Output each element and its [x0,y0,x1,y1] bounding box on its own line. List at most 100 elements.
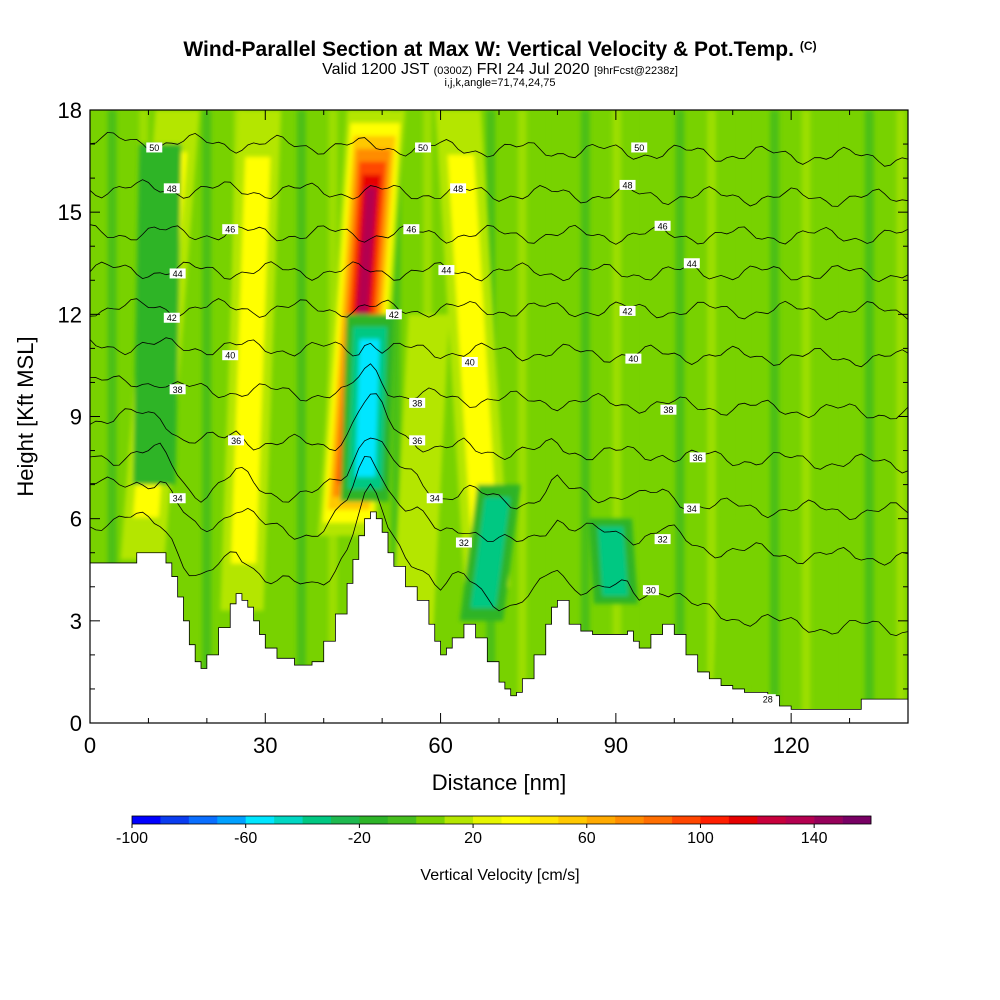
colorbar-swatch [387,816,417,824]
background-band [770,110,780,723]
background-band [580,110,590,723]
contour-label: 38 [412,398,422,408]
colorbar-label: Vertical Velocity [cm/s] [420,867,579,884]
contour-label-bg [222,224,239,235]
contour-label-bg [169,268,186,279]
valid-time-jst: Valid 1200 JST [322,61,430,78]
contour-label-bg [654,534,671,545]
background-band [391,110,401,723]
colorbar-swatch [302,816,332,824]
contour-label-bg [169,493,186,504]
contour-label-bg [385,309,402,320]
colorbar-swatch [672,816,701,824]
contour-label: 32 [658,535,668,545]
x-tick-label: 0 [84,733,96,758]
colorbar-swatch [615,816,644,824]
contour-label-bg [631,142,648,153]
contour-label-bg [438,265,455,276]
background-band [612,110,622,723]
contour-label: 46 [406,225,416,235]
contour-labels: 50 48 46 44 42 40 38 36 34 50 48 46 44 42 40 38 36 34 32 50… [146,142,776,705]
isentrope-line [90,363,908,420]
valid-date: FRI 24 Jul 2020 [476,61,590,78]
x-tick-label: 120 [773,733,810,758]
y-tick-label: 15 [58,200,82,225]
isentrope-line [90,455,908,566]
colorbar-swatch [586,816,616,824]
isentrope-line [90,131,908,167]
background-band [296,110,306,723]
x-axis-label: Distance [nm] [432,770,567,795]
colorbar-swatch [245,816,275,824]
y-tick-label: 6 [70,507,82,532]
contour-label: 40 [225,351,235,361]
updraft-band [447,154,498,543]
downdraft-band [470,497,510,609]
contour-label: 32 [459,538,469,548]
colorbar-swatch [785,816,815,824]
background-band [738,110,748,723]
isentropes [90,131,908,637]
contour-label-bg [450,183,467,194]
contour-label: 44 [173,269,183,279]
colorbar-swatch [330,816,360,824]
contour-label-bg [403,224,420,235]
contour-label: 36 [231,436,241,446]
background-band [107,110,117,723]
contour-label-bg [409,397,426,408]
colorbar-swatch [188,816,218,824]
downdraft-band [597,526,629,596]
colorbar-swatch [501,816,531,824]
contour-label-bg [415,142,432,153]
background-band [202,110,212,723]
velocity-features [120,110,764,689]
contour-label: 36 [412,436,422,446]
colorbar: -100 -60 -20 20 60 100 140 Vertical Velocity [c… [116,815,872,884]
contour-label-bg [619,305,636,316]
colorbar-swatch [444,816,474,824]
background-band [833,110,843,723]
contour-label: 42 [389,310,399,320]
contour-label: 34 [173,494,183,504]
colorbar-swatch [842,816,872,824]
colorbar-swatch [473,816,502,824]
contour-label: 40 [465,358,475,368]
contour-label: 46 [658,221,668,231]
title-text: Wind-Parallel Section at Max W: Vertical… [183,38,794,61]
colorbar-swatch [757,816,787,824]
isentrope-line [90,483,908,637]
contour-label: 44 [441,266,451,276]
colorbar-swatch [217,816,246,824]
contour-label-bg [461,357,478,368]
y-tick-label: 12 [58,302,82,327]
x-tick-label: 90 [604,733,628,758]
copyright-mark: (C) [799,39,817,53]
downdraft-band [133,144,182,485]
chart-title: Wind-Parallel Section at Max W: Vertical… [0,38,1000,62]
colorbar-swatch [728,816,758,824]
contour-label-bg [759,694,776,705]
isentrope-line [90,224,908,245]
contour-label-bg [228,435,245,446]
contour-label: 48 [167,184,177,194]
contour-label: 48 [623,180,633,190]
contour-label: 50 [418,143,428,153]
colorbar-tick-label: -20 [348,830,371,847]
contour-label: 46 [225,225,235,235]
isentrope-line [90,179,908,207]
isentrope-line [90,261,908,283]
contour-label: 28 [763,695,773,705]
plot-area: 50 48 46 44 42 40 38 36 34 50 48 46 44 42 40 38 36 34 32 50… [90,110,908,723]
contour-label-bg [683,503,700,514]
contour-label-bg [625,353,642,364]
contour-label-bg [426,493,443,504]
x-tick-label: 30 [253,733,277,758]
forecast-info: [9hrFcst@2238z] [593,65,678,77]
colorbar-frame [131,815,872,825]
grid-indices: i,j,k,angle=71,74,24,75 [444,77,556,89]
y-tick-label: 9 [70,405,82,430]
valid-time-utc: (0300Z) [433,65,473,77]
colorbar-swatch [416,816,445,824]
